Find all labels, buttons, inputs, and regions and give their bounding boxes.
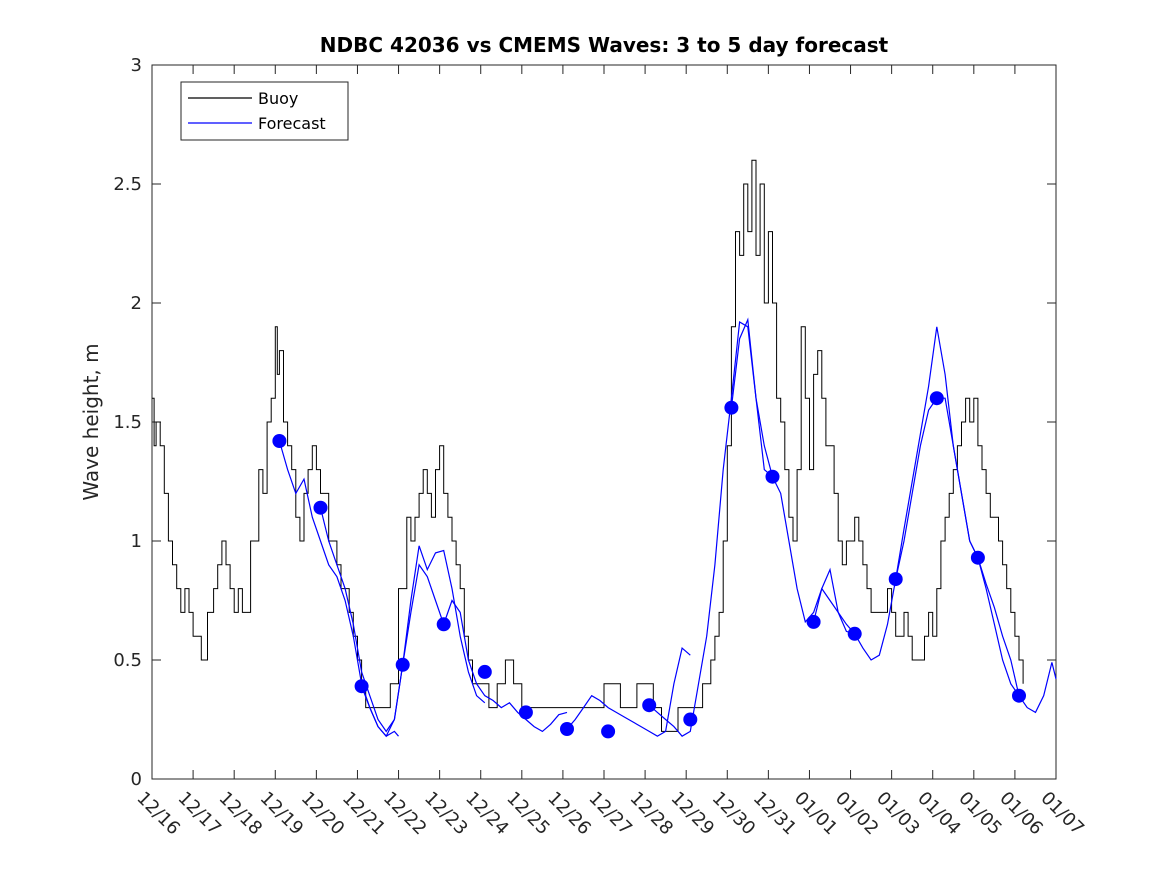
forecast-series-line — [936, 397, 1057, 714]
forecast-series-line — [813, 397, 938, 661]
forecast-point — [395, 657, 410, 672]
y-tick-label: 2 — [131, 293, 142, 314]
y-tick-label: 1 — [131, 531, 142, 552]
y-tick-label: 0 — [131, 769, 142, 790]
legend-box — [180, 81, 349, 141]
legend-forecast-label: Forecast — [258, 114, 326, 133]
forecast-point — [642, 698, 657, 713]
y-axis-label: Wave height, m — [79, 343, 103, 500]
forecast-series-line — [319, 507, 445, 733]
forecast-point — [272, 434, 287, 448]
forecast-point — [560, 722, 574, 736]
series-layer — [152, 159, 1057, 738]
forecast-point — [683, 712, 698, 727]
forecast-point — [313, 500, 328, 515]
legend-buoy-label: Buoy — [258, 89, 298, 108]
y-axis: 0 0.5 1 1.5 2 2.5 3 — [113, 55, 1056, 790]
buoy-series-line — [152, 159, 1024, 732]
forecast-point — [724, 400, 739, 415]
y-tick-label: 2.5 — [113, 174, 142, 195]
forecast-point — [1012, 688, 1026, 703]
forecast-point — [477, 664, 492, 679]
forecast-series-line — [443, 599, 568, 733]
forecast-point — [929, 391, 944, 406]
forecast-series-line — [361, 545, 486, 738]
legend: Buoy Forecast — [180, 81, 349, 141]
y-tick-label: 3 — [131, 55, 142, 76]
forecast-point — [601, 724, 616, 739]
forecast-point — [847, 626, 862, 641]
y-tick-label: 1.5 — [113, 412, 142, 433]
forecast-point — [354, 679, 369, 694]
chart-title: NDBC 42036 vs CMEMS Waves: 3 to 5 day fo… — [320, 33, 889, 57]
forecast-point — [888, 572, 903, 587]
forecast-point — [436, 617, 451, 632]
forecast-markers — [272, 391, 1026, 739]
forecast-point — [518, 705, 533, 720]
forecast-point — [970, 550, 985, 565]
forecast-point — [765, 469, 780, 484]
forecast-series-line — [566, 646, 691, 737]
y-tick-label: 0.5 — [113, 650, 142, 671]
plot-area — [151, 64, 1057, 780]
forecast-series-line — [730, 317, 856, 635]
forecast-point — [806, 614, 821, 629]
